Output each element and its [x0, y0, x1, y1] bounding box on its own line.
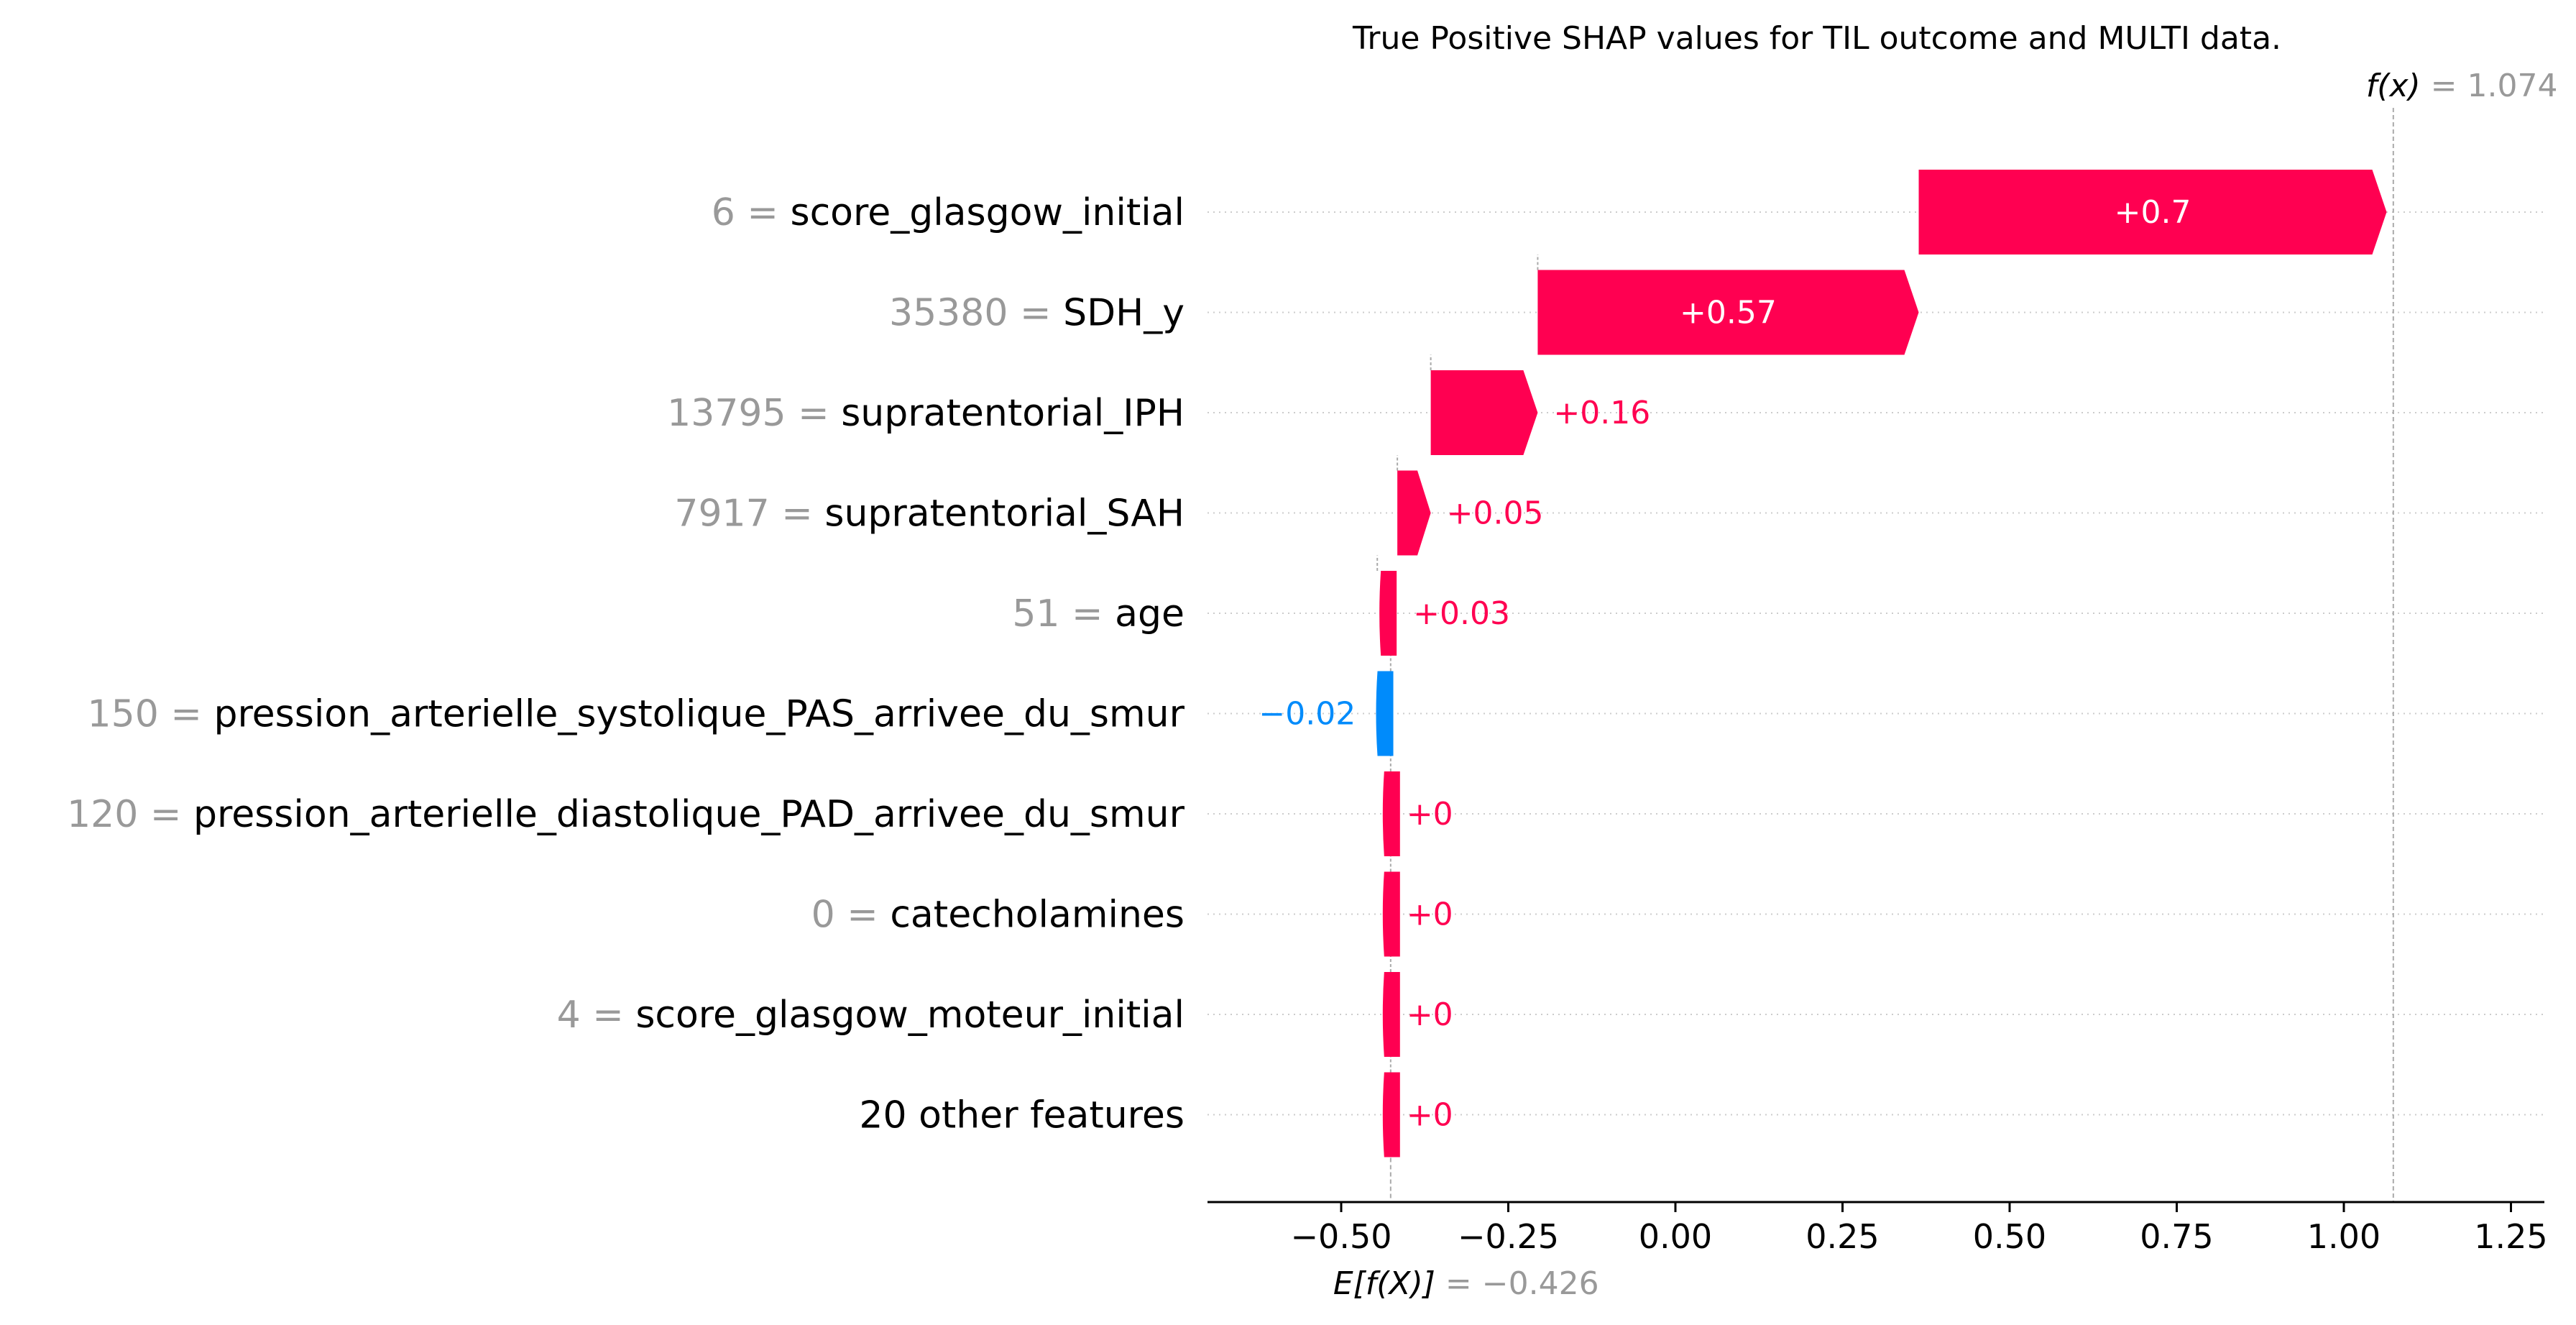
x-tick-label: 0.25 — [1806, 1217, 1879, 1256]
feature-value: 120 = — [67, 793, 193, 836]
bar-value-label: +0 — [1407, 1097, 1453, 1134]
feature-name: 20 other features — [859, 1094, 1184, 1137]
feature-label: 150 = pression_arterielle_systolique_PAS… — [88, 693, 1185, 736]
feature-name: score_glasgow_initial — [791, 191, 1185, 234]
x-tick-label: 0.00 — [1639, 1217, 1712, 1256]
feature-label: 120 = pression_arterielle_diastolique_PA… — [67, 793, 1185, 836]
feature-label: 7917 = supratentorial_SAH — [674, 492, 1184, 536]
bar-value-label: +0.7 — [2115, 194, 2191, 231]
feature-value: 4 = — [557, 994, 636, 1037]
fx-symbol: f(x) — [2366, 68, 2421, 104]
chart-title: True Positive SHAP values for TIL outcom… — [1352, 20, 2281, 57]
bar-value-label: +0.05 — [1447, 495, 1544, 532]
feature-name: supratentorial_SAH — [824, 492, 1184, 536]
feature-label: 35380 = SDH_y — [889, 292, 1184, 335]
feature-name: age — [1115, 592, 1184, 636]
waterfall-bar — [1379, 571, 1397, 656]
x-tick-label: 1.00 — [2307, 1217, 2380, 1256]
waterfall-bar — [1537, 270, 1919, 355]
feature-value: 150 = — [88, 693, 214, 736]
bar-value-label: −0.02 — [1259, 696, 1356, 733]
feature-name: SDH_y — [1063, 292, 1184, 335]
waterfall-bar — [1918, 170, 2387, 255]
feature-label: 20 other features — [859, 1094, 1184, 1137]
feature-value: 7917 = — [674, 492, 824, 536]
feature-value: 0 = — [811, 894, 891, 937]
bar-value-label: +0.16 — [1553, 395, 1650, 431]
feature-label: 51 = age — [1012, 592, 1184, 636]
waterfall-bar — [1382, 972, 1400, 1057]
feature-name: score_glasgow_moteur_initial — [635, 994, 1184, 1037]
bar-value-label: +0 — [1407, 996, 1453, 1033]
feature-name: catecholamines — [890, 894, 1184, 937]
feature-label: 6 = score_glasgow_initial — [712, 191, 1184, 234]
x-tick-label: 0.75 — [2140, 1217, 2213, 1256]
x-tick-label: −0.25 — [1458, 1217, 1559, 1256]
bar-value-label: +0 — [1407, 796, 1453, 833]
bar-value-label: +0 — [1407, 897, 1453, 933]
feature-name: pression_arterielle_diastolique_PAD_arri… — [193, 793, 1185, 836]
bar-value-label: +0.57 — [1680, 295, 1777, 331]
feature-label: 0 = catecholamines — [811, 894, 1184, 937]
waterfall-bar — [1376, 671, 1394, 756]
x-tick-label: 1.25 — [2474, 1217, 2547, 1256]
feature-label: 13795 = supratentorial_IPH — [667, 392, 1184, 435]
waterfall-bar — [1382, 1072, 1400, 1157]
fx-value: = 1.074 — [2421, 68, 2558, 104]
feature-value: 6 = — [712, 191, 791, 234]
feature-value: 35380 = — [889, 292, 1063, 335]
waterfall-bar — [1430, 370, 1538, 455]
efx-symbol: E[f(X)] — [1333, 1265, 1435, 1302]
x-tick-label: −0.50 — [1291, 1217, 1392, 1256]
feature-name: pression_arterielle_systolique_PAS_arriv… — [213, 693, 1184, 736]
waterfall-bar — [1382, 771, 1400, 856]
waterfall-bar — [1397, 470, 1431, 556]
base-value-label: E[f(X)] = −0.426 — [1333, 1265, 1599, 1302]
feature-value: 13795 = — [667, 392, 841, 435]
bar-value-label: +0.03 — [1413, 595, 1510, 632]
output-value-label: f(x) = 1.074 — [2366, 68, 2558, 104]
feature-name: supratentorial_IPH — [841, 392, 1184, 435]
feature-value: 51 = — [1012, 592, 1115, 636]
feature-label: 4 = score_glasgow_moteur_initial — [557, 994, 1184, 1037]
efx-value: = −0.426 — [1435, 1265, 1599, 1302]
x-tick-label: 0.50 — [1973, 1217, 2046, 1256]
waterfall-bar — [1382, 871, 1400, 957]
